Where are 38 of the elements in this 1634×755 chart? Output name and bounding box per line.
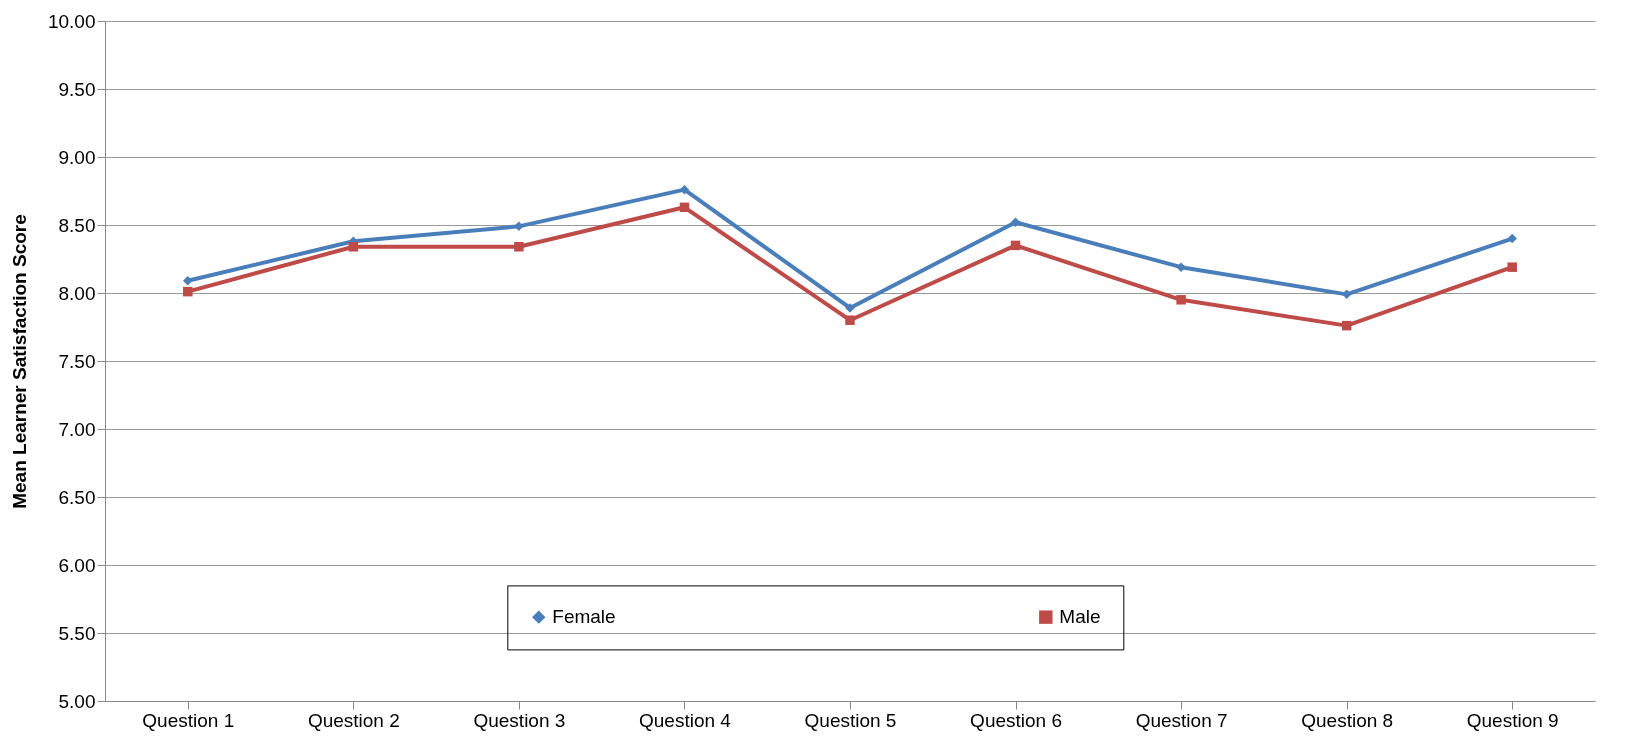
point (514, 221, 524, 232)
y-tick-label: 9.00 (58, 146, 96, 168)
point (514, 242, 524, 252)
y-tick-label: 7.00 (58, 418, 96, 440)
legend-label: Female (552, 606, 616, 628)
point (1507, 262, 1517, 272)
point (1010, 240, 1021, 251)
y-tick-label: 8.50 (58, 214, 96, 236)
point (1010, 217, 1021, 228)
point (183, 276, 193, 286)
x-tick-label: Question 6 (970, 709, 1063, 731)
legend-label: Male (1059, 606, 1101, 628)
x-tick-label: Question 1 (142, 709, 235, 731)
point (183, 286, 193, 297)
point (348, 242, 359, 252)
x-tick-label: Question 9 (1466, 709, 1559, 731)
y-tick-label: 7.50 (58, 350, 96, 372)
point (1341, 320, 1352, 331)
y-tick-label: 5.50 (58, 622, 96, 644)
y-axis-title: Mean Learner Satisfaction Score (8, 214, 30, 509)
x-tick-label: Question 7 (1135, 709, 1228, 731)
x-tick-label: Question 4 (638, 709, 732, 731)
y-tick-label: 8.00 (58, 282, 96, 304)
x-tick-label: Question 3 (473, 709, 566, 731)
y-tick-label: 9.50 (58, 78, 96, 100)
point (679, 202, 690, 213)
point (679, 184, 690, 195)
point (1507, 233, 1517, 244)
x-tick-label: Question 2 (307, 709, 400, 731)
y-tick-label: 5.00 (58, 690, 96, 712)
y-tick-label: 10.00 (47, 10, 96, 32)
y-tick-label: 6.50 (58, 486, 96, 508)
point (1176, 295, 1186, 305)
point (845, 315, 855, 325)
y-tick-label: 6.00 (58, 554, 96, 576)
x-tick-label: Question 5 (804, 709, 897, 731)
x-tick-label: Question 8 (1301, 709, 1394, 731)
point (1176, 262, 1186, 272)
